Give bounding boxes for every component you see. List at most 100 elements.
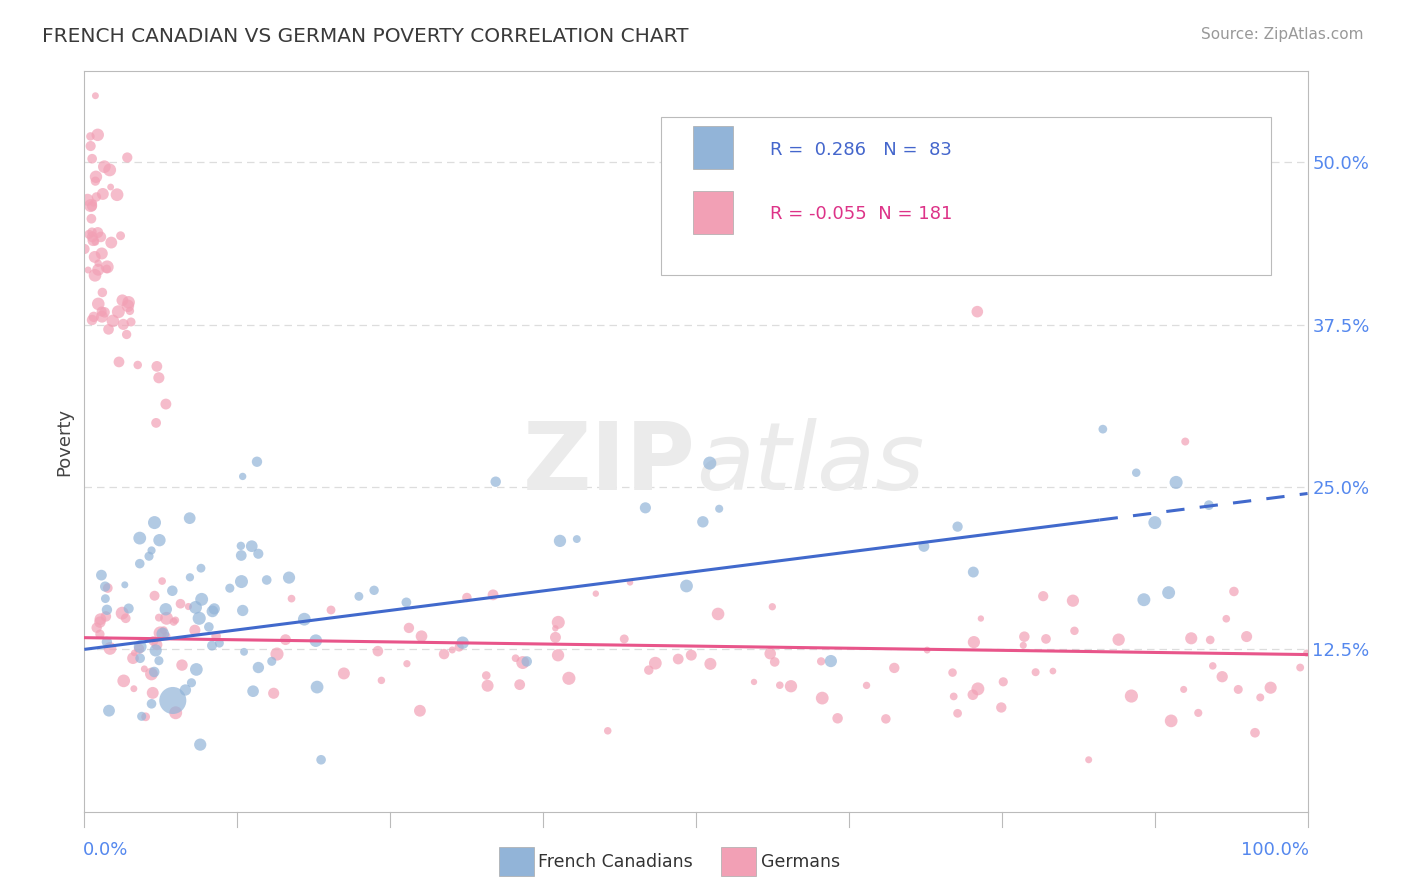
Point	[456, 591, 478, 605]
Point	[148, 533, 170, 548]
Point	[84, 174, 107, 188]
Point	[138, 549, 160, 564]
Point	[1042, 664, 1064, 678]
Point	[370, 673, 392, 688]
Point	[184, 600, 207, 615]
Point	[516, 655, 538, 669]
Point	[89, 612, 111, 626]
Point	[292, 612, 315, 626]
Point	[142, 686, 165, 700]
Point	[1260, 681, 1282, 695]
Point	[128, 531, 150, 545]
Point	[475, 668, 498, 682]
Point	[1180, 632, 1202, 646]
Point	[363, 583, 385, 598]
Point	[946, 706, 969, 721]
Point	[307, 680, 329, 694]
Point	[96, 603, 118, 617]
Point	[205, 629, 228, 643]
Point	[115, 327, 138, 342]
Point	[120, 315, 142, 329]
Point	[1150, 136, 1173, 150]
Point	[94, 580, 117, 594]
Point	[114, 578, 136, 592]
Text: ZIP: ZIP	[523, 417, 696, 509]
Point	[692, 515, 714, 529]
Point	[122, 646, 145, 660]
Point	[86, 190, 108, 204]
Point	[681, 648, 703, 662]
Point	[1211, 670, 1233, 684]
Point	[111, 293, 134, 308]
Point	[90, 246, 112, 260]
Point	[201, 604, 224, 618]
Point	[347, 590, 370, 604]
Point	[101, 314, 124, 328]
Point	[1215, 612, 1237, 626]
Point	[141, 697, 163, 711]
Point	[90, 230, 112, 244]
Point	[280, 591, 302, 606]
Point	[309, 753, 332, 767]
Point	[1174, 434, 1197, 449]
Text: 100.0%: 100.0%	[1241, 841, 1309, 859]
Point	[127, 358, 149, 372]
Point	[1198, 498, 1220, 512]
Point	[967, 681, 990, 696]
Point	[80, 199, 103, 213]
Point	[509, 678, 531, 692]
Point	[93, 160, 115, 174]
Point	[875, 712, 897, 726]
Text: 0.0%: 0.0%	[83, 841, 128, 859]
Point	[90, 304, 112, 318]
Point	[145, 416, 167, 430]
Point	[155, 602, 177, 616]
Point	[83, 250, 105, 264]
Point	[544, 621, 567, 635]
Point	[242, 684, 264, 698]
Point	[202, 602, 225, 616]
Point	[634, 500, 657, 515]
Point	[112, 673, 135, 688]
Point	[180, 675, 202, 690]
Point	[942, 690, 965, 704]
Point	[96, 261, 118, 276]
Point	[169, 597, 191, 611]
Point	[84, 88, 107, 103]
Point	[305, 633, 328, 648]
Point	[184, 624, 207, 638]
Point	[198, 620, 221, 634]
Point	[117, 151, 139, 165]
Point	[1077, 753, 1099, 767]
Point	[152, 624, 174, 638]
Point	[87, 262, 110, 277]
Point	[118, 304, 141, 318]
Point	[451, 636, 474, 650]
Point	[644, 656, 666, 670]
Point	[148, 654, 170, 668]
Point	[128, 641, 150, 656]
Point	[232, 603, 254, 617]
Point	[229, 539, 252, 553]
Point	[165, 706, 187, 720]
Point	[1121, 689, 1143, 703]
Point	[1143, 516, 1166, 530]
Point	[855, 678, 877, 692]
Point	[333, 666, 356, 681]
Point	[162, 693, 184, 707]
Point	[177, 599, 200, 614]
Point	[820, 654, 842, 668]
Point	[505, 651, 527, 665]
Point	[827, 711, 849, 725]
Point	[129, 640, 152, 654]
Point	[97, 322, 120, 336]
Point	[993, 674, 1015, 689]
Point	[186, 662, 208, 676]
Point	[915, 643, 938, 657]
Point	[240, 539, 263, 553]
Point	[188, 611, 211, 625]
Point	[129, 651, 152, 665]
Point	[77, 227, 100, 242]
Point	[247, 660, 270, 674]
Point	[87, 226, 110, 240]
